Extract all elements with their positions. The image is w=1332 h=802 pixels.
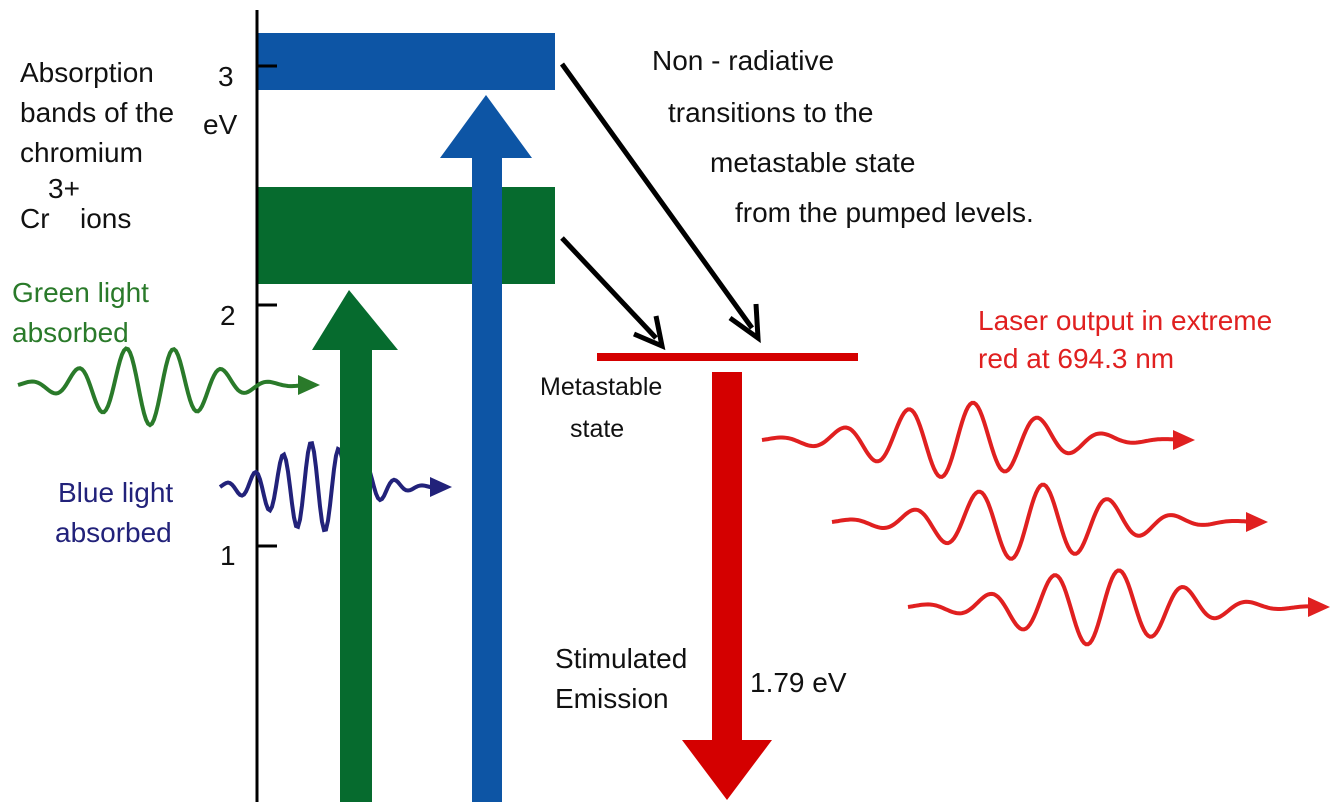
tick-label: 3 bbox=[218, 61, 234, 92]
label: Absorption bbox=[20, 57, 154, 88]
emission-arrow-head bbox=[682, 740, 772, 800]
label: Green light bbox=[12, 277, 149, 308]
wave bbox=[831, 482, 1249, 561]
wave bbox=[907, 568, 1310, 647]
label: state bbox=[570, 415, 624, 443]
non-radiative-arrows bbox=[559, 62, 761, 351]
wave bbox=[218, 441, 433, 533]
label: red at 694.3 nm bbox=[978, 343, 1174, 374]
label: metastable state bbox=[710, 147, 915, 178]
label: ions bbox=[80, 203, 131, 234]
tick-label: 1 bbox=[220, 540, 236, 571]
green-arrow-shaft bbox=[340, 345, 372, 802]
arrow bbox=[560, 236, 658, 340]
label: Non - radiative bbox=[652, 45, 834, 76]
wave bbox=[1246, 512, 1268, 532]
wave bbox=[298, 375, 320, 395]
wave bbox=[1173, 430, 1195, 450]
label: chromium bbox=[20, 137, 143, 168]
label: absorbed bbox=[55, 517, 172, 548]
label: Metastable bbox=[540, 373, 662, 401]
green-arrow-head bbox=[312, 290, 398, 350]
arrow-head bbox=[728, 303, 761, 344]
blue-arrow-head bbox=[440, 95, 532, 158]
label: transitions to the bbox=[668, 97, 873, 128]
waves bbox=[17, 346, 1330, 647]
wave bbox=[17, 346, 301, 428]
wave bbox=[761, 400, 1175, 479]
blue-band bbox=[258, 33, 555, 90]
label: Cr bbox=[20, 203, 50, 234]
axis-unit: eV bbox=[203, 109, 238, 140]
emission-arrow-shaft bbox=[712, 372, 742, 742]
tick-label: 2 bbox=[220, 300, 236, 331]
wave bbox=[1308, 597, 1330, 617]
label: Emission bbox=[555, 683, 669, 714]
label: Laser output in extreme bbox=[978, 305, 1272, 336]
label: 3+ bbox=[48, 173, 80, 204]
label: from the pumped levels. bbox=[735, 197, 1034, 228]
arrow-head bbox=[633, 315, 666, 351]
label: Blue light bbox=[58, 477, 173, 508]
label: 1.79 eV bbox=[750, 667, 847, 698]
green-band bbox=[258, 187, 555, 284]
label: Stimulated bbox=[555, 643, 687, 674]
label: bands of the bbox=[20, 97, 174, 128]
wave bbox=[430, 477, 452, 497]
arrow bbox=[559, 62, 755, 330]
label: absorbed bbox=[12, 317, 129, 348]
blue-arrow-shaft bbox=[472, 155, 502, 802]
